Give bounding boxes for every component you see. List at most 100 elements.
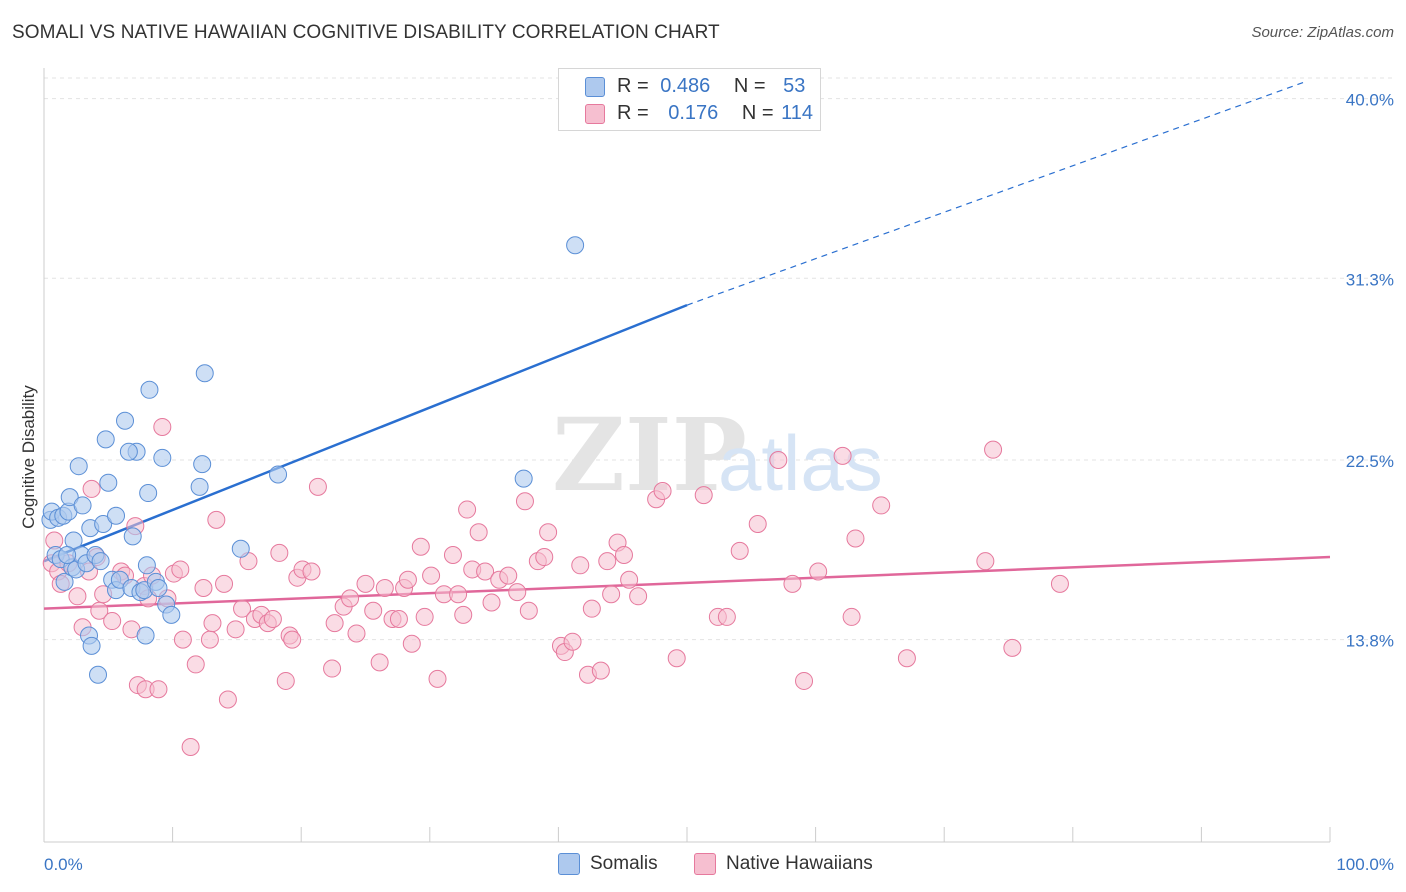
point-hawaiians (402, 634, 421, 653)
point-hawaiians (325, 614, 344, 633)
point-hawaiians (428, 669, 447, 688)
point-hawaiians (389, 609, 408, 628)
point-hawaiians (730, 541, 749, 560)
point-somalis (149, 579, 168, 598)
point-somalis (119, 442, 138, 461)
point-hawaiians (449, 585, 468, 604)
point-hawaiians (443, 545, 462, 564)
point-hawaiians (620, 570, 639, 589)
legend-swatch-somalis (558, 853, 580, 875)
point-hawaiians (872, 496, 891, 515)
legend-n-label: N = (733, 75, 766, 97)
point-hawaiians (629, 587, 648, 606)
point-somalis (94, 515, 113, 534)
point-hawaiians (171, 560, 190, 579)
point-hawaiians (203, 614, 222, 633)
y-axis-label: Cognitive Disability (19, 385, 38, 529)
point-hawaiians (215, 574, 234, 593)
scatter-points (41, 236, 1069, 757)
chart-title: SOMALI VS NATIVE HAWAIIAN COGNITIVE DISA… (12, 22, 720, 43)
point-hawaiians (1050, 574, 1069, 593)
point-hawaiians (375, 579, 394, 598)
legend-label-hawaiians: Native Hawaiians (726, 853, 873, 874)
point-somalis (89, 665, 108, 684)
point-hawaiians (499, 566, 518, 585)
point-somalis (69, 457, 88, 476)
y-tick-label: 22.5% (1346, 452, 1394, 471)
point-hawaiians (82, 479, 101, 498)
point-somalis (55, 572, 74, 591)
point-hawaiians (233, 599, 252, 618)
point-hawaiians (270, 543, 289, 562)
watermark-atlas: atlas (718, 419, 883, 507)
point-somalis (96, 430, 115, 449)
legend-label-somalis: Somalis (590, 853, 658, 874)
point-hawaiians (571, 556, 590, 575)
point-hawaiians (539, 523, 558, 542)
point-hawaiians (186, 655, 205, 674)
point-hawaiians (263, 609, 282, 628)
point-hawaiians (582, 599, 601, 618)
point-hawaiians (276, 671, 295, 690)
point-hawaiians (602, 585, 621, 604)
point-hawaiians (535, 548, 554, 567)
legend-n-label: N = (741, 102, 774, 124)
point-hawaiians (370, 653, 389, 672)
x-tick-label-max: 100.0% (1336, 855, 1394, 874)
point-hawaiians (783, 574, 802, 593)
point-hawaiians (153, 417, 172, 436)
point-hawaiians (411, 537, 430, 556)
y-tick-label: 31.3% (1346, 270, 1394, 289)
point-somalis (107, 506, 126, 525)
point-hawaiians (833, 446, 852, 465)
point-somalis (137, 556, 156, 575)
point-hawaiians (846, 529, 865, 548)
axes (43, 68, 1331, 843)
legend-r-value-somalis: 0.486 (660, 75, 711, 97)
point-hawaiians (283, 630, 302, 649)
point-somalis (566, 236, 585, 255)
point-hawaiians (415, 607, 434, 626)
point-hawaiians (364, 601, 383, 620)
tick-labels: 13.8% 22.5% 31.3% 40.0% 0.0% 100.0% (44, 91, 1394, 874)
point-somalis (99, 473, 118, 492)
legend-swatch-somalis (585, 77, 605, 97)
point-hawaiians (897, 649, 916, 668)
point-somalis (136, 626, 155, 645)
point-hawaiians (469, 523, 488, 542)
point-somalis (162, 605, 181, 624)
point-somalis (190, 477, 209, 496)
point-hawaiians (323, 659, 342, 678)
point-hawaiians (194, 579, 213, 598)
point-hawaiians (1003, 638, 1022, 657)
point-hawaiians (308, 477, 327, 496)
point-hawaiians (614, 545, 633, 564)
point-hawaiians (68, 587, 87, 606)
point-hawaiians (694, 486, 713, 505)
point-hawaiians (748, 515, 767, 534)
source-label: Source: ZipAtlas.com (1251, 24, 1394, 41)
point-hawaiians (398, 570, 417, 589)
point-hawaiians (476, 562, 495, 581)
point-hawaiians (341, 589, 360, 608)
point-hawaiians (302, 562, 321, 581)
trend-line-hawaiians (43, 555, 1331, 610)
x-tick-label-min: 0.0% (44, 855, 83, 874)
point-hawaiians (842, 607, 861, 626)
point-hawaiians (347, 624, 366, 643)
point-hawaiians (508, 583, 527, 602)
y-tick-label: 13.8% (1346, 632, 1394, 651)
point-somalis (514, 469, 533, 488)
trend-lines (43, 81, 1331, 610)
point-hawaiians (458, 500, 477, 519)
point-somalis (60, 488, 79, 507)
point-somalis (123, 527, 142, 546)
trend-line-somalis (43, 303, 688, 563)
point-somalis (231, 539, 250, 558)
point-hawaiians (563, 632, 582, 651)
point-somalis (139, 484, 158, 503)
point-somalis (269, 465, 288, 484)
legend-swatch-hawaiians (585, 104, 605, 124)
legend-n-value-somalis: 53 (783, 75, 806, 97)
point-hawaiians (769, 451, 788, 469)
